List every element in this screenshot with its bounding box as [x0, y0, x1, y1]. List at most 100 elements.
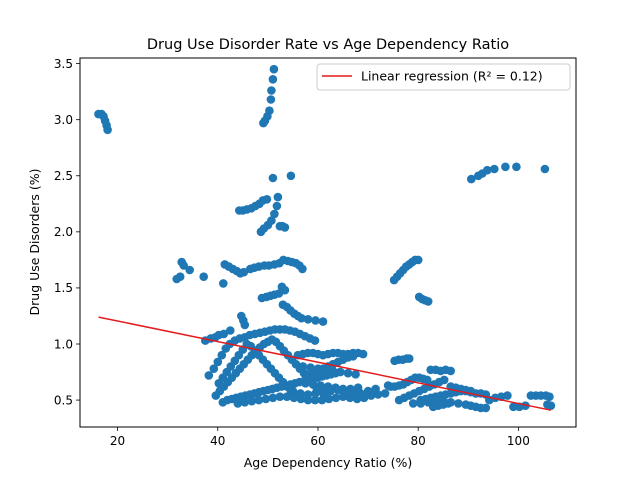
scatter-point — [103, 125, 112, 135]
scatter-point — [310, 395, 320, 405]
scatter-point — [226, 326, 235, 335]
axes-frame — [79, 57, 577, 428]
scatter-point — [408, 399, 418, 408]
x-axis-ticks: 20 40 60 80 100 — [110, 427, 530, 448]
scatter-point — [303, 315, 313, 324]
scatter-point — [219, 279, 228, 288]
scatter-point — [416, 399, 426, 408]
regression-line — [98, 316, 552, 411]
scatter-point — [297, 313, 306, 323]
scatter-point — [268, 75, 278, 84]
scatter-point — [326, 386, 335, 396]
scatter-point — [268, 393, 278, 403]
scatter-point — [317, 395, 327, 405]
scatter-points — [94, 64, 556, 413]
scatter-point — [540, 164, 550, 174]
y-tick-label: 3.5 — [54, 57, 73, 71]
scatter-point — [512, 162, 521, 172]
scatter-point — [545, 392, 554, 402]
scatter-point — [179, 261, 188, 270]
scatter-point — [269, 64, 279, 74]
legend-box — [316, 63, 571, 91]
scatter-point — [351, 370, 360, 379]
y-axis-label: Drug Use Disorders (%) — [27, 169, 42, 316]
scatter-point — [308, 380, 318, 389]
scatter-point — [254, 395, 264, 405]
scatter-point — [286, 171, 296, 181]
scatter-point — [371, 384, 380, 394]
scatter-point — [422, 375, 432, 385]
y-tick-label: 3.0 — [54, 113, 73, 127]
scatter-point — [261, 394, 271, 404]
scatter-point — [267, 86, 276, 95]
scatter-point — [356, 389, 365, 398]
x-axis-label: Age Dependency Ratio (%) — [244, 455, 413, 470]
scatter-point — [316, 381, 325, 390]
scatter-point — [521, 401, 530, 411]
scatter-point — [503, 391, 512, 400]
y-tick-label: 1.0 — [54, 337, 73, 351]
scatter-point — [288, 386, 298, 396]
legend-label: Linear regression (R² = 0.12) — [361, 69, 543, 84]
scatter-point — [247, 396, 257, 406]
scatter-point — [199, 272, 208, 282]
scatter-point — [185, 265, 194, 275]
scatter-point — [239, 267, 249, 277]
scatter-point — [272, 201, 282, 211]
scatter-point — [233, 399, 243, 408]
scatter-point — [289, 393, 299, 403]
scatter-point — [348, 352, 358, 361]
scatter-point — [280, 223, 290, 232]
y-tick-label: 0.5 — [54, 393, 73, 407]
scatter-point — [296, 389, 305, 398]
y-tick-label: 2.0 — [54, 225, 73, 239]
scatter-point — [446, 366, 456, 376]
scatter-point — [490, 164, 499, 174]
scatter-point — [213, 357, 223, 367]
x-tick-label: 40 — [210, 434, 225, 448]
scatter-point — [270, 209, 279, 219]
scatter-point — [404, 354, 414, 363]
scatter-point — [501, 162, 510, 172]
scatter-point — [358, 349, 368, 359]
scatter-point — [303, 390, 313, 399]
scatter-point — [336, 367, 345, 377]
scatter-point — [275, 392, 285, 402]
scatter-point — [262, 195, 272, 204]
scatter-point — [380, 389, 390, 398]
scatter-point — [219, 329, 229, 339]
scatter-point — [443, 399, 453, 408]
scatter-point — [240, 320, 250, 330]
scatter-point — [483, 165, 492, 175]
scatter-point — [333, 385, 343, 395]
scatter-point — [543, 400, 552, 409]
scatter-point — [439, 375, 449, 385]
scatter-point — [298, 264, 307, 274]
scatter-point — [267, 216, 276, 225]
scatter-point — [454, 399, 463, 408]
scatter-point — [467, 174, 476, 184]
scatter-point — [318, 387, 328, 397]
scatter-point — [268, 173, 278, 183]
x-tick-label: 60 — [310, 434, 325, 448]
scatter-point — [259, 118, 268, 128]
scatter-point — [509, 402, 518, 412]
scatter-point — [282, 392, 292, 402]
x-tick-label: 20 — [110, 434, 125, 448]
scatter-point — [331, 393, 341, 403]
y-tick-label: 2.5 — [54, 169, 73, 183]
scatter-point — [301, 379, 310, 388]
scatter-point — [311, 389, 320, 398]
regression-line-layer — [98, 316, 552, 411]
scatter-point — [481, 403, 491, 413]
x-tick-label: 100 — [507, 434, 530, 448]
scatter-point — [217, 350, 227, 360]
scatter-point — [273, 192, 283, 202]
scatter-point — [341, 386, 350, 396]
scatter-point — [266, 95, 276, 104]
scatter-point — [348, 387, 358, 397]
y-tick-label: 1.5 — [54, 281, 73, 295]
scatter-point — [311, 316, 320, 325]
scatter-point — [363, 386, 373, 396]
